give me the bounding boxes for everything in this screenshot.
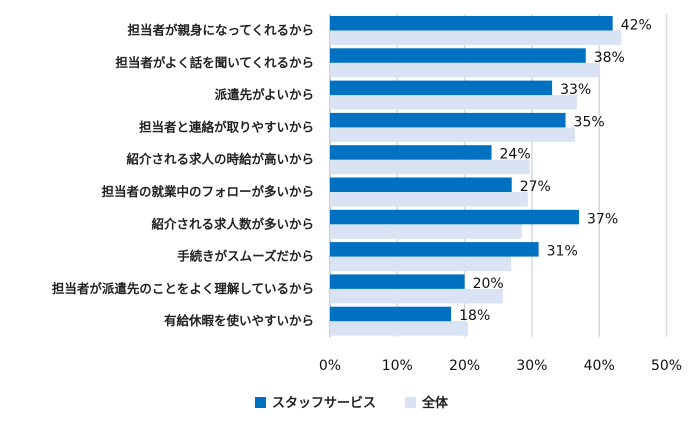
data-label: 24% xyxy=(500,147,531,163)
category-label: 派遣先がよいから xyxy=(215,87,314,102)
bar-staff-service xyxy=(330,80,553,96)
bar-staff-service xyxy=(330,48,586,63)
bar-staff-service xyxy=(330,177,512,192)
x-tick-label: 10% xyxy=(382,358,413,374)
bar-overall xyxy=(330,30,622,45)
x-tick-label: 40% xyxy=(584,358,615,374)
x-tick-label: 50% xyxy=(651,358,682,374)
x-tick-label: 30% xyxy=(516,358,547,374)
data-label: 18% xyxy=(459,308,490,324)
bar-overall xyxy=(330,192,528,207)
category-label: 有給休暇を使いやすいから xyxy=(164,313,314,328)
category-label: 担当者と連絡が取りやすいから xyxy=(139,119,314,134)
category-label: 担当者が派遣先のことをよく理解しているから xyxy=(52,281,314,296)
legend-label-staff-service: スタッフサービス xyxy=(272,395,376,411)
bar-staff-service xyxy=(330,274,465,289)
bar-staff-service xyxy=(330,16,613,31)
legend-label-overall: 全体 xyxy=(421,395,449,411)
legend-swatch-overall xyxy=(405,397,416,408)
category-label: 手続きがスムーズだから xyxy=(177,249,314,264)
category-label: 担当者の就業中のフォローが多いから xyxy=(101,184,314,199)
bar-staff-service xyxy=(330,209,580,225)
x-tick-label: 20% xyxy=(449,358,480,374)
bar-overall xyxy=(330,95,577,110)
bar-staff-service xyxy=(330,145,492,160)
data-label: 33% xyxy=(560,82,591,98)
category-label: 担当者がよく話を聞いてくれるから xyxy=(115,55,314,70)
bar-overall xyxy=(330,288,503,304)
data-label: 27% xyxy=(520,179,551,195)
data-label: 31% xyxy=(547,244,578,260)
x-tick-label: 0% xyxy=(319,358,341,374)
data-label: 38% xyxy=(594,50,625,66)
category-label: 紹介される求人の時給が高いから xyxy=(126,152,314,167)
bar-overall xyxy=(330,321,468,336)
bar-staff-service xyxy=(330,306,452,322)
bar-staff-service xyxy=(330,242,539,257)
bar-staff-service xyxy=(330,112,566,128)
bar-overall xyxy=(330,62,600,78)
legend-swatch-staff-service xyxy=(255,397,266,408)
category-label: 担当者が親身になってくれるから xyxy=(127,23,314,38)
bar-overall xyxy=(330,127,575,142)
data-label: 35% xyxy=(574,114,605,130)
bar-overall xyxy=(330,256,512,272)
data-label: 42% xyxy=(621,18,652,34)
bar-overall xyxy=(330,224,522,239)
data-label: 37% xyxy=(587,211,618,227)
bar-overall xyxy=(330,159,530,175)
data-label: 20% xyxy=(473,276,504,292)
category-label: 紹介される求人数が多いから xyxy=(151,216,314,231)
